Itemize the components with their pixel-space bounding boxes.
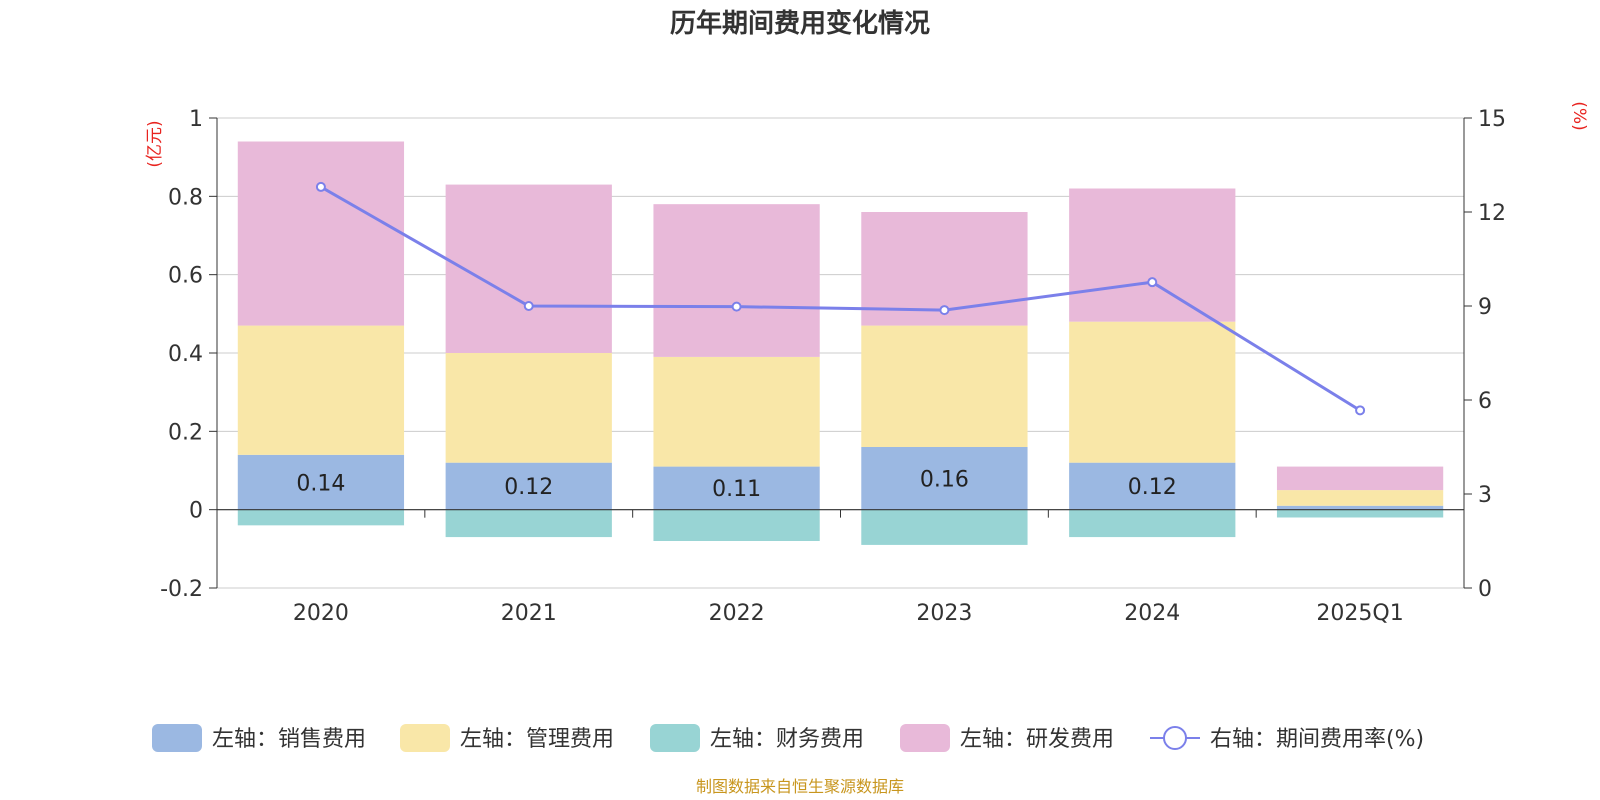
rate-point — [731, 301, 742, 312]
bar-segment — [1069, 188, 1236, 322]
legend-item: 左轴：研发费用 — [900, 724, 1114, 752]
bar-segment — [1276, 466, 1444, 491]
bar-segment — [1276, 505, 1444, 510]
legend: 左轴：销售费用 左轴：管理费用 左轴：财务费用 左轴：研发费用 右轴：期间费用率(%) — [152, 724, 1424, 752]
rate-point — [939, 305, 950, 316]
left-tick-label: 0.8 — [168, 185, 203, 210]
left-tick-label: -0.2 — [160, 577, 203, 602]
right-tick-label: 12 — [1478, 201, 1506, 226]
category-label: 2021 — [501, 601, 557, 626]
legend-swatch — [400, 724, 450, 752]
legend-label: 左轴：财务费用 — [710, 727, 864, 752]
bar-value-label: 0.12 — [1128, 475, 1177, 500]
left-tick-label: 0 — [189, 499, 203, 524]
legend-item: 左轴：管理费用 — [400, 724, 614, 752]
legend-swatch — [650, 724, 700, 752]
bar-segment — [861, 509, 1028, 545]
bar-segment — [237, 325, 405, 455]
legend-swatch — [152, 724, 202, 752]
category-label: 2020 — [293, 601, 349, 626]
bar-segment — [1069, 509, 1236, 538]
right-tick-label: 9 — [1478, 295, 1492, 320]
category-label: 2022 — [709, 601, 765, 626]
bar-segment — [445, 184, 612, 353]
category-label: 2025Q1 — [1316, 601, 1403, 626]
bar-value-label: 0.14 — [296, 471, 345, 496]
rate-point — [1147, 277, 1158, 288]
bar-segment — [445, 462, 612, 510]
right-tick-label: 3 — [1478, 483, 1492, 508]
bar-segment — [1276, 509, 1444, 518]
right-tick-label: 15 — [1478, 107, 1506, 132]
bar-segment — [1276, 490, 1444, 506]
bar-segment — [237, 509, 405, 526]
left-tick-label: 0.4 — [168, 342, 203, 367]
bar-segment — [861, 447, 1028, 510]
bars — [237, 141, 1444, 545]
rate-point — [523, 301, 534, 311]
bar-value-label: 0.11 — [712, 477, 761, 502]
left-axis-unit: (亿元) — [145, 120, 165, 167]
legend-marker — [1163, 726, 1187, 750]
bar-value-label: 0.16 — [920, 467, 969, 492]
legend-label: 左轴：管理费用 — [460, 727, 614, 752]
bar-segment — [237, 454, 405, 510]
left-tick-label: 0.6 — [168, 264, 203, 289]
bar-segment — [445, 353, 612, 463]
bar-value-label: 0.12 — [504, 475, 553, 500]
bar-segment — [861, 325, 1028, 447]
chart-title: 历年期间费用变化情况 — [670, 8, 930, 39]
left-tick-label: 1 — [189, 107, 203, 132]
legend-item: 左轴：财务费用 — [650, 724, 864, 752]
rate-line-path — [320, 185, 1361, 412]
legend-item: 右轴：期间费用率(%) — [1150, 726, 1424, 752]
right-tick-label: 6 — [1478, 389, 1492, 414]
bar-segment — [1069, 321, 1236, 463]
rate-point — [1355, 405, 1366, 416]
right-tick-label: 0 — [1478, 577, 1492, 602]
axes: -0.2 0 0.2 0.4 0.6 0.8 1 0 3 6 9 12 15 2020 2021 2022 20… — [160, 107, 1506, 626]
legend-item: 左轴：销售费用 — [152, 724, 366, 752]
legend-label: 左轴：研发费用 — [960, 727, 1114, 752]
category-label: 2023 — [916, 601, 972, 626]
bar-segment — [1069, 462, 1236, 510]
bar-labels: 0.14 0.12 0.11 0.16 0.12 — [296, 467, 1176, 502]
bar-segment — [653, 509, 820, 541]
bar-segment — [237, 141, 405, 326]
bar-segment — [653, 356, 820, 467]
bar-segment — [653, 204, 820, 357]
left-tick-label: 0.2 — [168, 420, 203, 445]
legend-swatch — [900, 724, 950, 752]
bar-segment — [445, 509, 612, 538]
rate-point — [315, 181, 326, 192]
rate-line — [315, 181, 1366, 416]
source-note: 制图数据来自恒生聚源数据库 — [696, 777, 904, 796]
legend-label: 右轴：期间费用率(%) — [1210, 727, 1424, 752]
legend-label: 左轴：销售费用 — [212, 727, 366, 752]
category-label: 2024 — [1124, 601, 1180, 626]
right-axis-unit: (%) — [1569, 101, 1589, 130]
bar-segment — [653, 466, 820, 510]
